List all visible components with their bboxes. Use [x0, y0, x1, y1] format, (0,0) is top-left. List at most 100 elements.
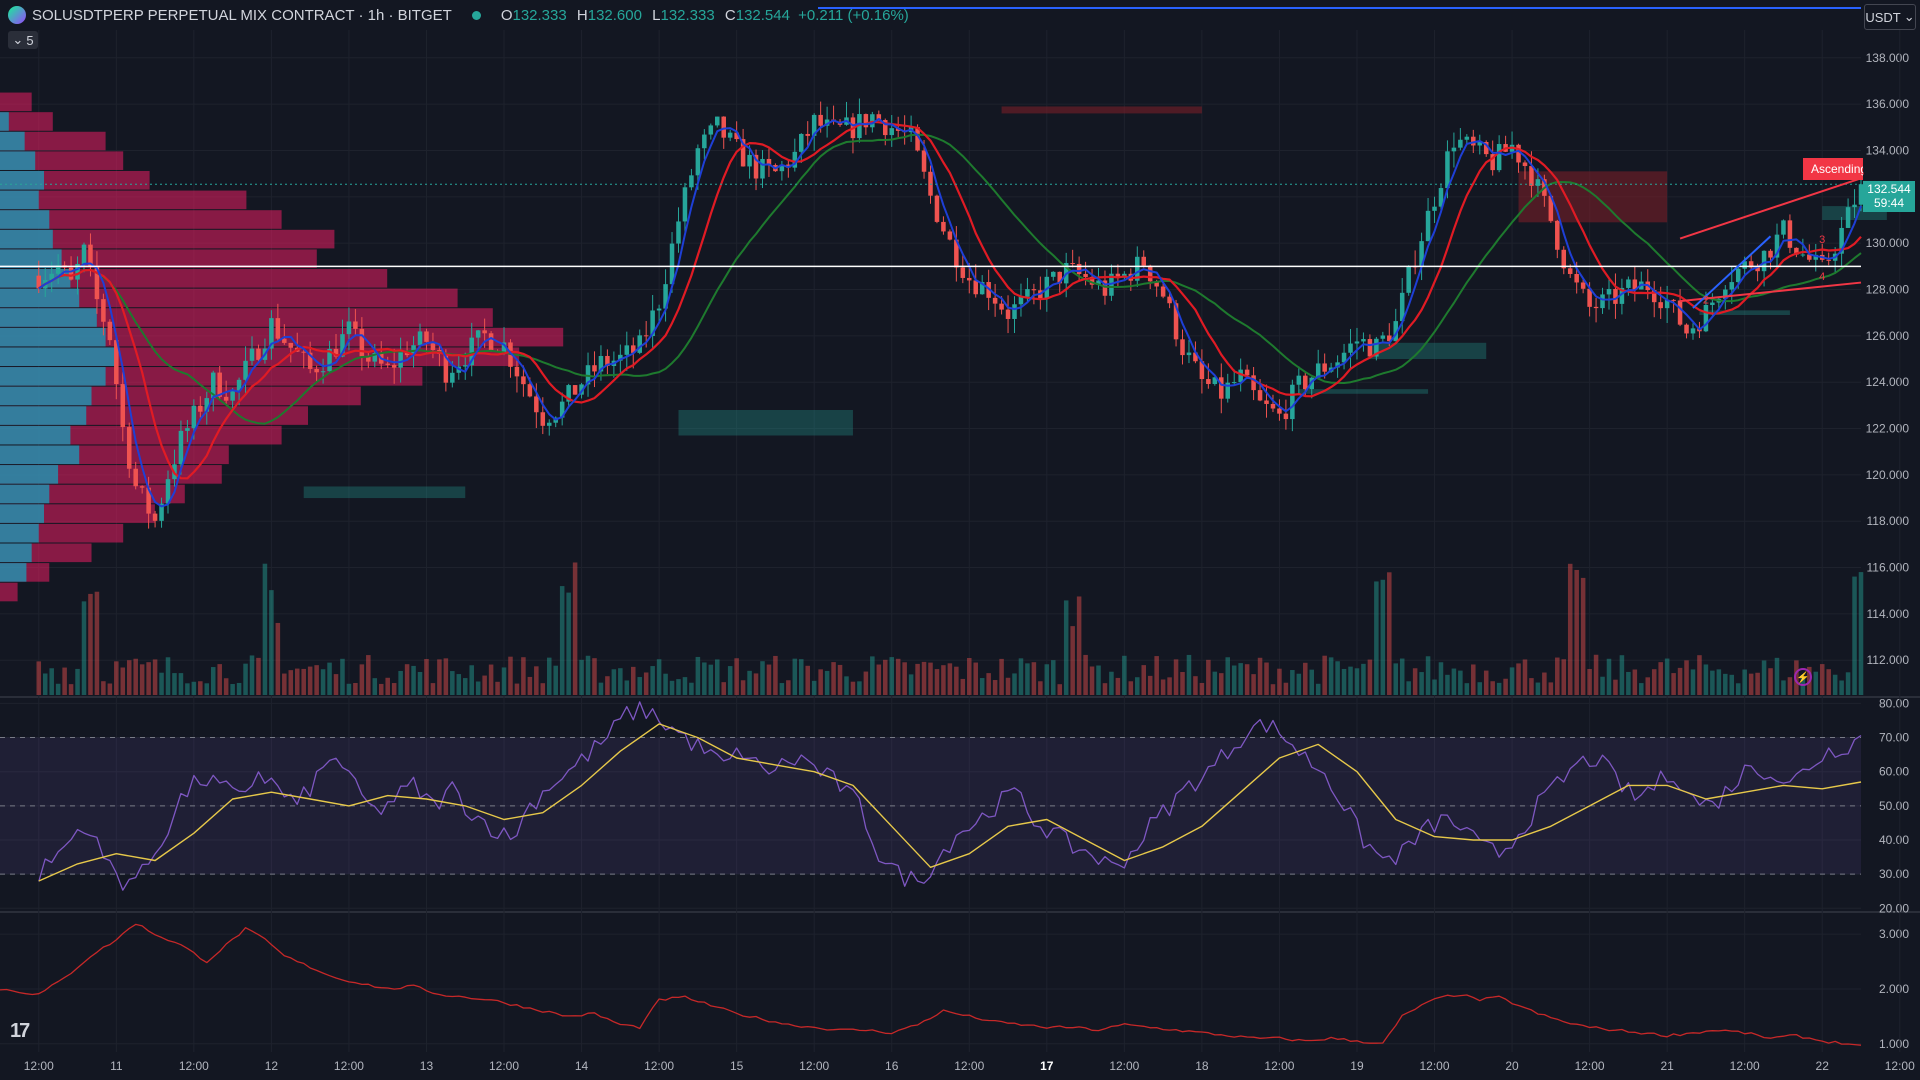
lightning-icon[interactable]: ⚡ [1794, 668, 1812, 686]
indicators-collapse-button[interactable]: ⌄ 5 [8, 31, 38, 49]
candle-body [320, 371, 326, 373]
volume-bar [792, 658, 798, 695]
candle-body [818, 114, 823, 126]
volume-bar [527, 676, 533, 695]
volume-bar [1018, 658, 1024, 695]
last-price-badge: 132.544 59:44 [1863, 181, 1915, 212]
time-tick-label: 12:00 [1420, 1059, 1450, 1073]
volume-bar [1219, 673, 1224, 695]
volume-bar [1348, 666, 1353, 695]
candle-body [1826, 259, 1831, 261]
volume-bar [346, 683, 352, 695]
volume-bar [689, 682, 694, 695]
volume-profile-bar [0, 386, 92, 406]
volume-bar [159, 672, 164, 695]
volume-bar [811, 680, 817, 695]
candle-body [107, 321, 113, 341]
price-axis-tick-label: 120.000 [1866, 468, 1910, 482]
volume-bar [165, 657, 171, 695]
price-axis-tick-label: 130.000 [1866, 236, 1910, 250]
volume-bar [249, 655, 255, 695]
volume-bar [424, 658, 429, 695]
volume-profile-bar [0, 445, 80, 465]
volume-bar [999, 658, 1004, 695]
candle-body [430, 341, 436, 350]
volume-bar [883, 659, 888, 695]
candle-body [1025, 289, 1030, 297]
volume-bar [1503, 678, 1508, 695]
volume-profile-bar [0, 112, 53, 131]
demand-zone [1369, 342, 1487, 360]
candle-body [307, 352, 313, 369]
candle-body [443, 354, 449, 383]
volume-bar [1206, 659, 1211, 695]
candle-body [598, 355, 604, 372]
candle-body [540, 412, 546, 426]
candle-body [650, 310, 655, 336]
volume-bar [488, 664, 494, 695]
pattern-inner-upper-line [1692, 235, 1772, 309]
volume-bar [1852, 576, 1857, 695]
volume-bar [62, 667, 67, 695]
volume-bar [1283, 682, 1289, 695]
rsi-axis-tick-label: 80.00 [1879, 696, 1909, 710]
volume-profile-bar [0, 523, 39, 543]
volume-bar [1697, 655, 1702, 695]
candle-body [1070, 263, 1075, 265]
volume-bar [262, 563, 268, 695]
candle-body [1251, 375, 1256, 391]
candle-body [1658, 302, 1663, 309]
currency-selector[interactable]: USDT ⌄ [1864, 4, 1916, 30]
volume-bar [1387, 572, 1392, 695]
candle-body [81, 244, 87, 264]
last-price-value: 132.544 [1867, 182, 1911, 196]
candle-body [656, 308, 662, 311]
volume-bar [178, 673, 184, 695]
change-value: +0.211 (+0.16%) [798, 6, 909, 24]
time-tick-label: 15 [730, 1059, 744, 1073]
candle-body [256, 348, 261, 360]
volume-bar [475, 681, 481, 695]
volume-bar [1832, 674, 1838, 695]
candle-body [55, 265, 61, 274]
volume-bar [1173, 659, 1179, 695]
candle-body [1206, 379, 1211, 385]
volume-bar [727, 666, 733, 695]
volume-bar [540, 683, 546, 695]
candle-body [340, 334, 345, 357]
symbol-title[interactable]: SOLUSDTPERP PERPETUAL MIX CONTRACT · 1h … [32, 6, 452, 24]
volume-bar [605, 676, 610, 695]
candle-body [333, 348, 339, 357]
sub-axis-tick-label: 1.000 [1879, 1037, 1909, 1051]
candle-body [501, 342, 507, 353]
volume-bar [236, 682, 242, 695]
volume-profile-bar [0, 308, 97, 327]
candle-body [876, 114, 882, 121]
price-axis-tick-label: 114.000 [1867, 607, 1910, 621]
volume-bar [734, 658, 739, 695]
volume-bar [1787, 677, 1793, 695]
candle-body [1393, 321, 1399, 342]
candle-body [1438, 188, 1444, 207]
candle-body [1147, 265, 1153, 282]
candle-body [1354, 341, 1360, 344]
volume-bar [88, 593, 93, 695]
volume-bar [114, 661, 119, 695]
pattern-label[interactable]: Ascending [1803, 158, 1863, 180]
volume-bar [391, 683, 397, 695]
volume-bar [1225, 657, 1231, 695]
volume-bar [1748, 673, 1754, 695]
candle-body [75, 263, 80, 280]
volume-bar [1038, 681, 1043, 695]
candle-body [941, 221, 946, 232]
volume-bar [805, 665, 810, 695]
volume-bar [139, 664, 145, 695]
volume-bar [934, 669, 940, 695]
candle-body [934, 195, 940, 222]
volume-bar [210, 667, 216, 695]
volume-profile-bar [0, 131, 106, 151]
price-axis-tick-label: 138.000 [1866, 51, 1910, 65]
volume-bar [766, 664, 772, 695]
